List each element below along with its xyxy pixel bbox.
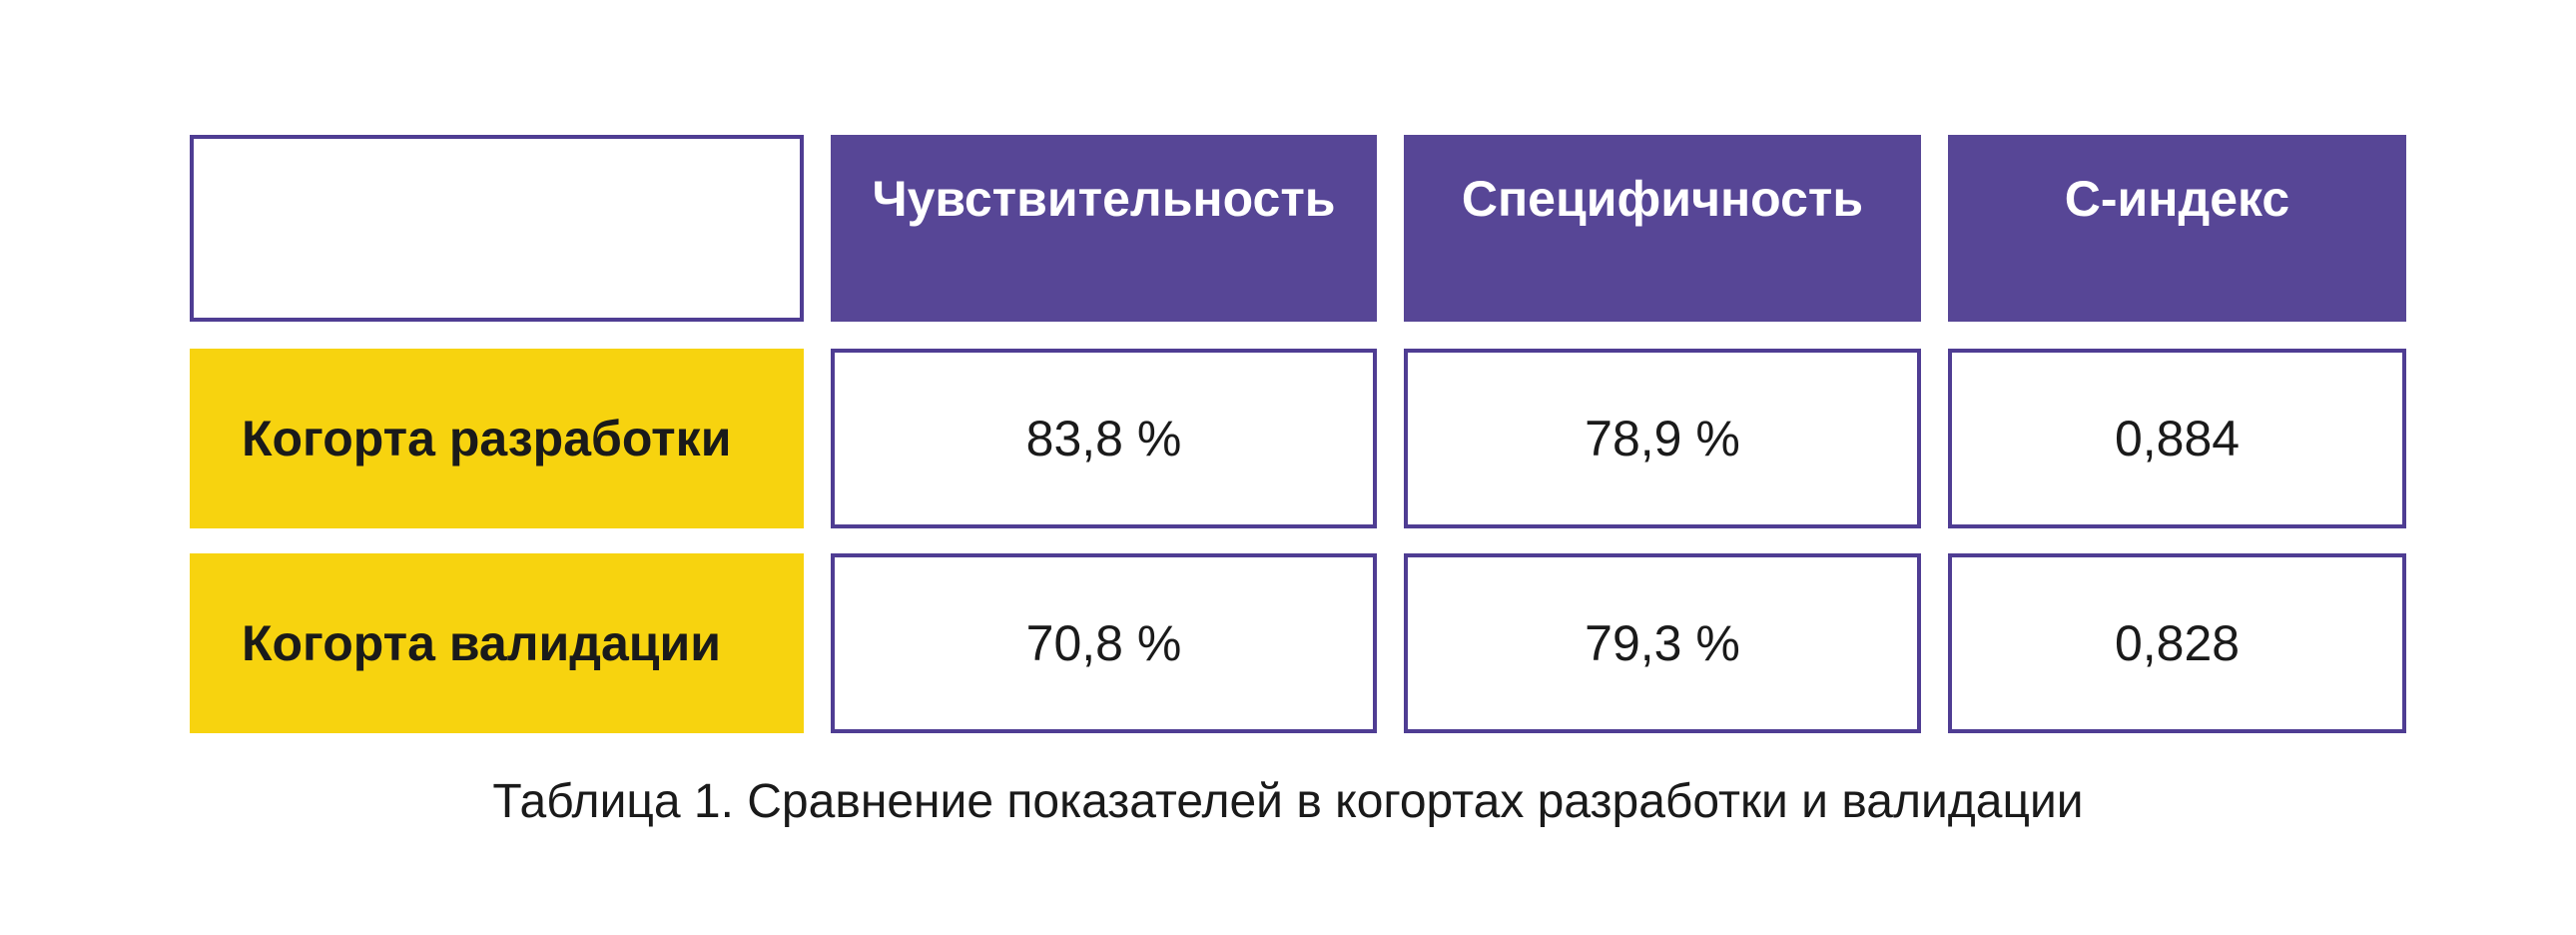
cell-development-specificity: 78,9 % <box>1404 349 1921 528</box>
row-label-development: Когорта разработки <box>190 349 804 528</box>
row-label-validation: Когорта валидации <box>190 553 804 733</box>
cell-validation-specificity: 79,3 % <box>1404 553 1921 733</box>
table-caption: Таблица 1. Сравнение показателей в когор… <box>492 775 2084 828</box>
cell-development-c-index: 0,884 <box>1948 349 2406 528</box>
header-specificity: Специфичность <box>1404 135 1921 322</box>
header-sensitivity: Чувствительность <box>831 135 1377 322</box>
cell-development-sensitivity: 83,8 % <box>831 349 1377 528</box>
header-c-index: C-индекс <box>1948 135 2406 322</box>
cell-validation-sensitivity: 70,8 % <box>831 553 1377 733</box>
table-corner-cell <box>190 135 804 322</box>
cell-validation-c-index: 0,828 <box>1948 553 2406 733</box>
